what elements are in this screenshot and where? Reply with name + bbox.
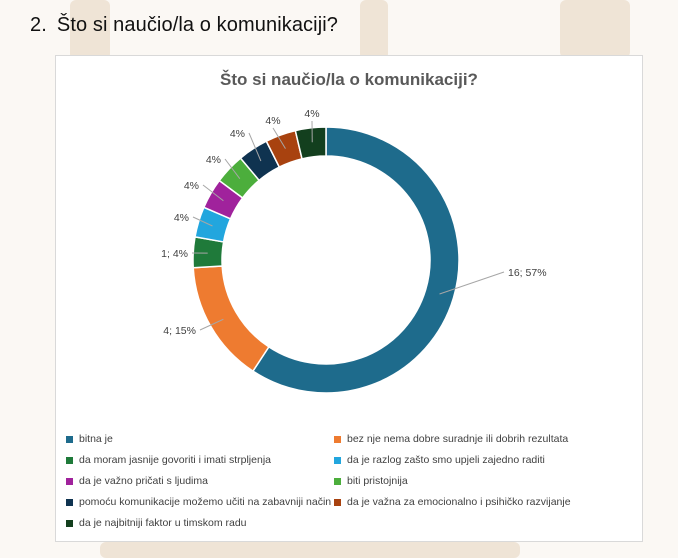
donut-slice	[192, 265, 270, 373]
background-decoration	[100, 542, 520, 558]
chart-title: Što si naučio/la o komunikaciji?	[220, 70, 478, 89]
data-label: 4%	[265, 115, 280, 127]
data-label-leader	[192, 216, 213, 227]
legend-item: pomoću komunikacije možemo učiti na zaba…	[66, 496, 331, 508]
background-decoration	[560, 0, 630, 58]
legend-item: da je važno pričati s ljudima	[66, 475, 208, 487]
data-label: 4%	[184, 180, 199, 192]
legend-label: pomoću komunikacije možemo učiti na zaba…	[79, 496, 332, 508]
background-decoration	[70, 0, 110, 60]
question-number: 2.	[30, 14, 47, 36]
data-label: 1; 4%	[161, 248, 188, 260]
donut-chart: 16; 57% 4; 15% 1; 4% 4% 4% 4% 4% 4% 4%	[161, 108, 547, 394]
data-label: 4; 15%	[163, 325, 196, 337]
donut-slice	[251, 126, 460, 394]
donut-slice	[294, 126, 327, 160]
data-label: 4%	[206, 154, 221, 166]
chart-card: Što si naučio/la o komunikaciji? 16; 57%…	[55, 55, 643, 542]
legend-swatch	[334, 477, 341, 485]
legend-label: da moram jasnije govoriti i imati strplj…	[79, 454, 271, 466]
slide-question: 2. Što si naučio/la o komunikaciji?	[30, 14, 338, 37]
legend-item: da moram jasnije govoriti i imati strplj…	[66, 454, 271, 466]
data-label: 4%	[174, 212, 189, 224]
question-text: Što si naučio/la o komunikaciji?	[56, 14, 339, 36]
data-label: 16; 57%	[508, 267, 547, 279]
data-label: 4%	[304, 108, 319, 120]
legend-item: da je važna za emocionalno i psihičko ra…	[334, 496, 571, 508]
legend-swatch	[66, 498, 73, 506]
data-label-leader	[272, 127, 286, 149]
legend-label: da je važno pričati s ljudima	[79, 475, 208, 487]
legend-label: biti pristojnija	[347, 475, 408, 487]
data-label: 4%	[230, 128, 245, 140]
data-label-leader	[224, 158, 241, 179]
legend-swatch	[66, 519, 73, 527]
legend-swatch	[334, 456, 341, 464]
legend-item: bez nje nema dobre suradnje ili dobrih r…	[334, 433, 568, 445]
legend-label: bez nje nema dobre suradnje ili dobrih r…	[347, 433, 569, 445]
data-label-leader	[248, 132, 262, 162]
data-label-leader	[199, 318, 224, 331]
data-label-leader	[439, 271, 505, 295]
legend-swatch	[334, 435, 341, 443]
legend-item: da je razlog zašto smo upjeli zajedno ra…	[334, 454, 545, 466]
legend-swatch	[66, 435, 73, 443]
legend-label: da je važna za emocionalno i psihičko ra…	[347, 496, 571, 508]
legend-swatch	[334, 498, 341, 506]
legend-swatch	[66, 456, 73, 464]
data-label-leader	[202, 184, 224, 202]
legend-item: da je najbitniji faktor u timskom radu	[66, 517, 247, 529]
background-decoration	[360, 0, 388, 60]
legend-item: biti pristojnija	[334, 475, 408, 487]
legend-item: bitna je	[66, 433, 113, 445]
legend-label: da je razlog zašto smo upjeli zajedno ra…	[347, 454, 545, 466]
legend-swatch	[66, 477, 73, 485]
legend-label: bitna je	[79, 433, 113, 445]
legend-label: da je najbitniji faktor u timskom radu	[79, 517, 247, 529]
